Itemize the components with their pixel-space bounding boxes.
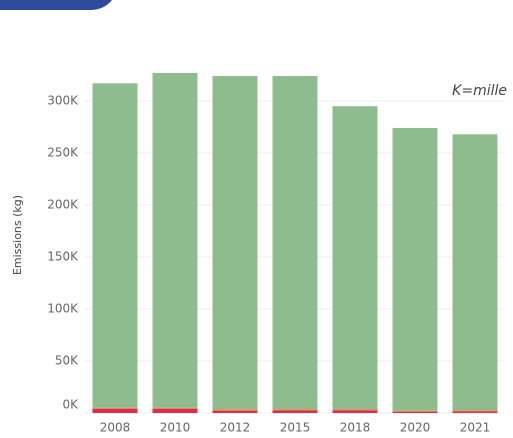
x-tick-label: 2008 [100, 421, 131, 435]
y-axis-label: Emissions (kg) [11, 195, 24, 275]
bar-segment [212, 409, 258, 411]
bar-segment [332, 410, 378, 413]
bar-segment [272, 410, 318, 413]
header-shape [0, 0, 112, 10]
bar-segment [92, 408, 138, 413]
annotation: K=mille [452, 83, 507, 99]
y-tick-label: 150K [47, 250, 79, 264]
bar-segment [272, 409, 318, 411]
bar-segment [452, 410, 498, 412]
bar-segment [152, 407, 198, 409]
x-tick-label: 2012 [220, 421, 251, 435]
bar-segment [272, 76, 318, 410]
bar-segment [92, 407, 138, 409]
bar-segment [392, 410, 438, 412]
bar-segment [332, 409, 378, 411]
bar-segment [452, 411, 498, 413]
bar-segment [392, 411, 438, 413]
x-tick-label: 2018 [340, 421, 371, 435]
bar-segment [452, 134, 498, 411]
y-tick-label: 100K [47, 302, 79, 316]
y-tick-label: 200K [47, 198, 79, 212]
bar-segment [212, 76, 258, 410]
x-tick-label: 2015 [280, 421, 311, 435]
bar-segment [92, 83, 138, 408]
x-tick-label: 2010 [160, 421, 191, 435]
x-tick-label: 2021 [460, 421, 491, 435]
bar-segment [152, 408, 198, 413]
bar-segment [392, 128, 438, 411]
y-tick-label: 0K [62, 398, 79, 412]
y-tick-label: 250K [47, 146, 79, 160]
y-tick-label: 50K [55, 354, 79, 368]
bar-segment [332, 106, 378, 410]
bar-segment [212, 410, 258, 413]
y-tick-label: 300K [47, 94, 79, 108]
x-tick-label: 2020 [400, 421, 431, 435]
bar-segment [152, 72, 198, 408]
